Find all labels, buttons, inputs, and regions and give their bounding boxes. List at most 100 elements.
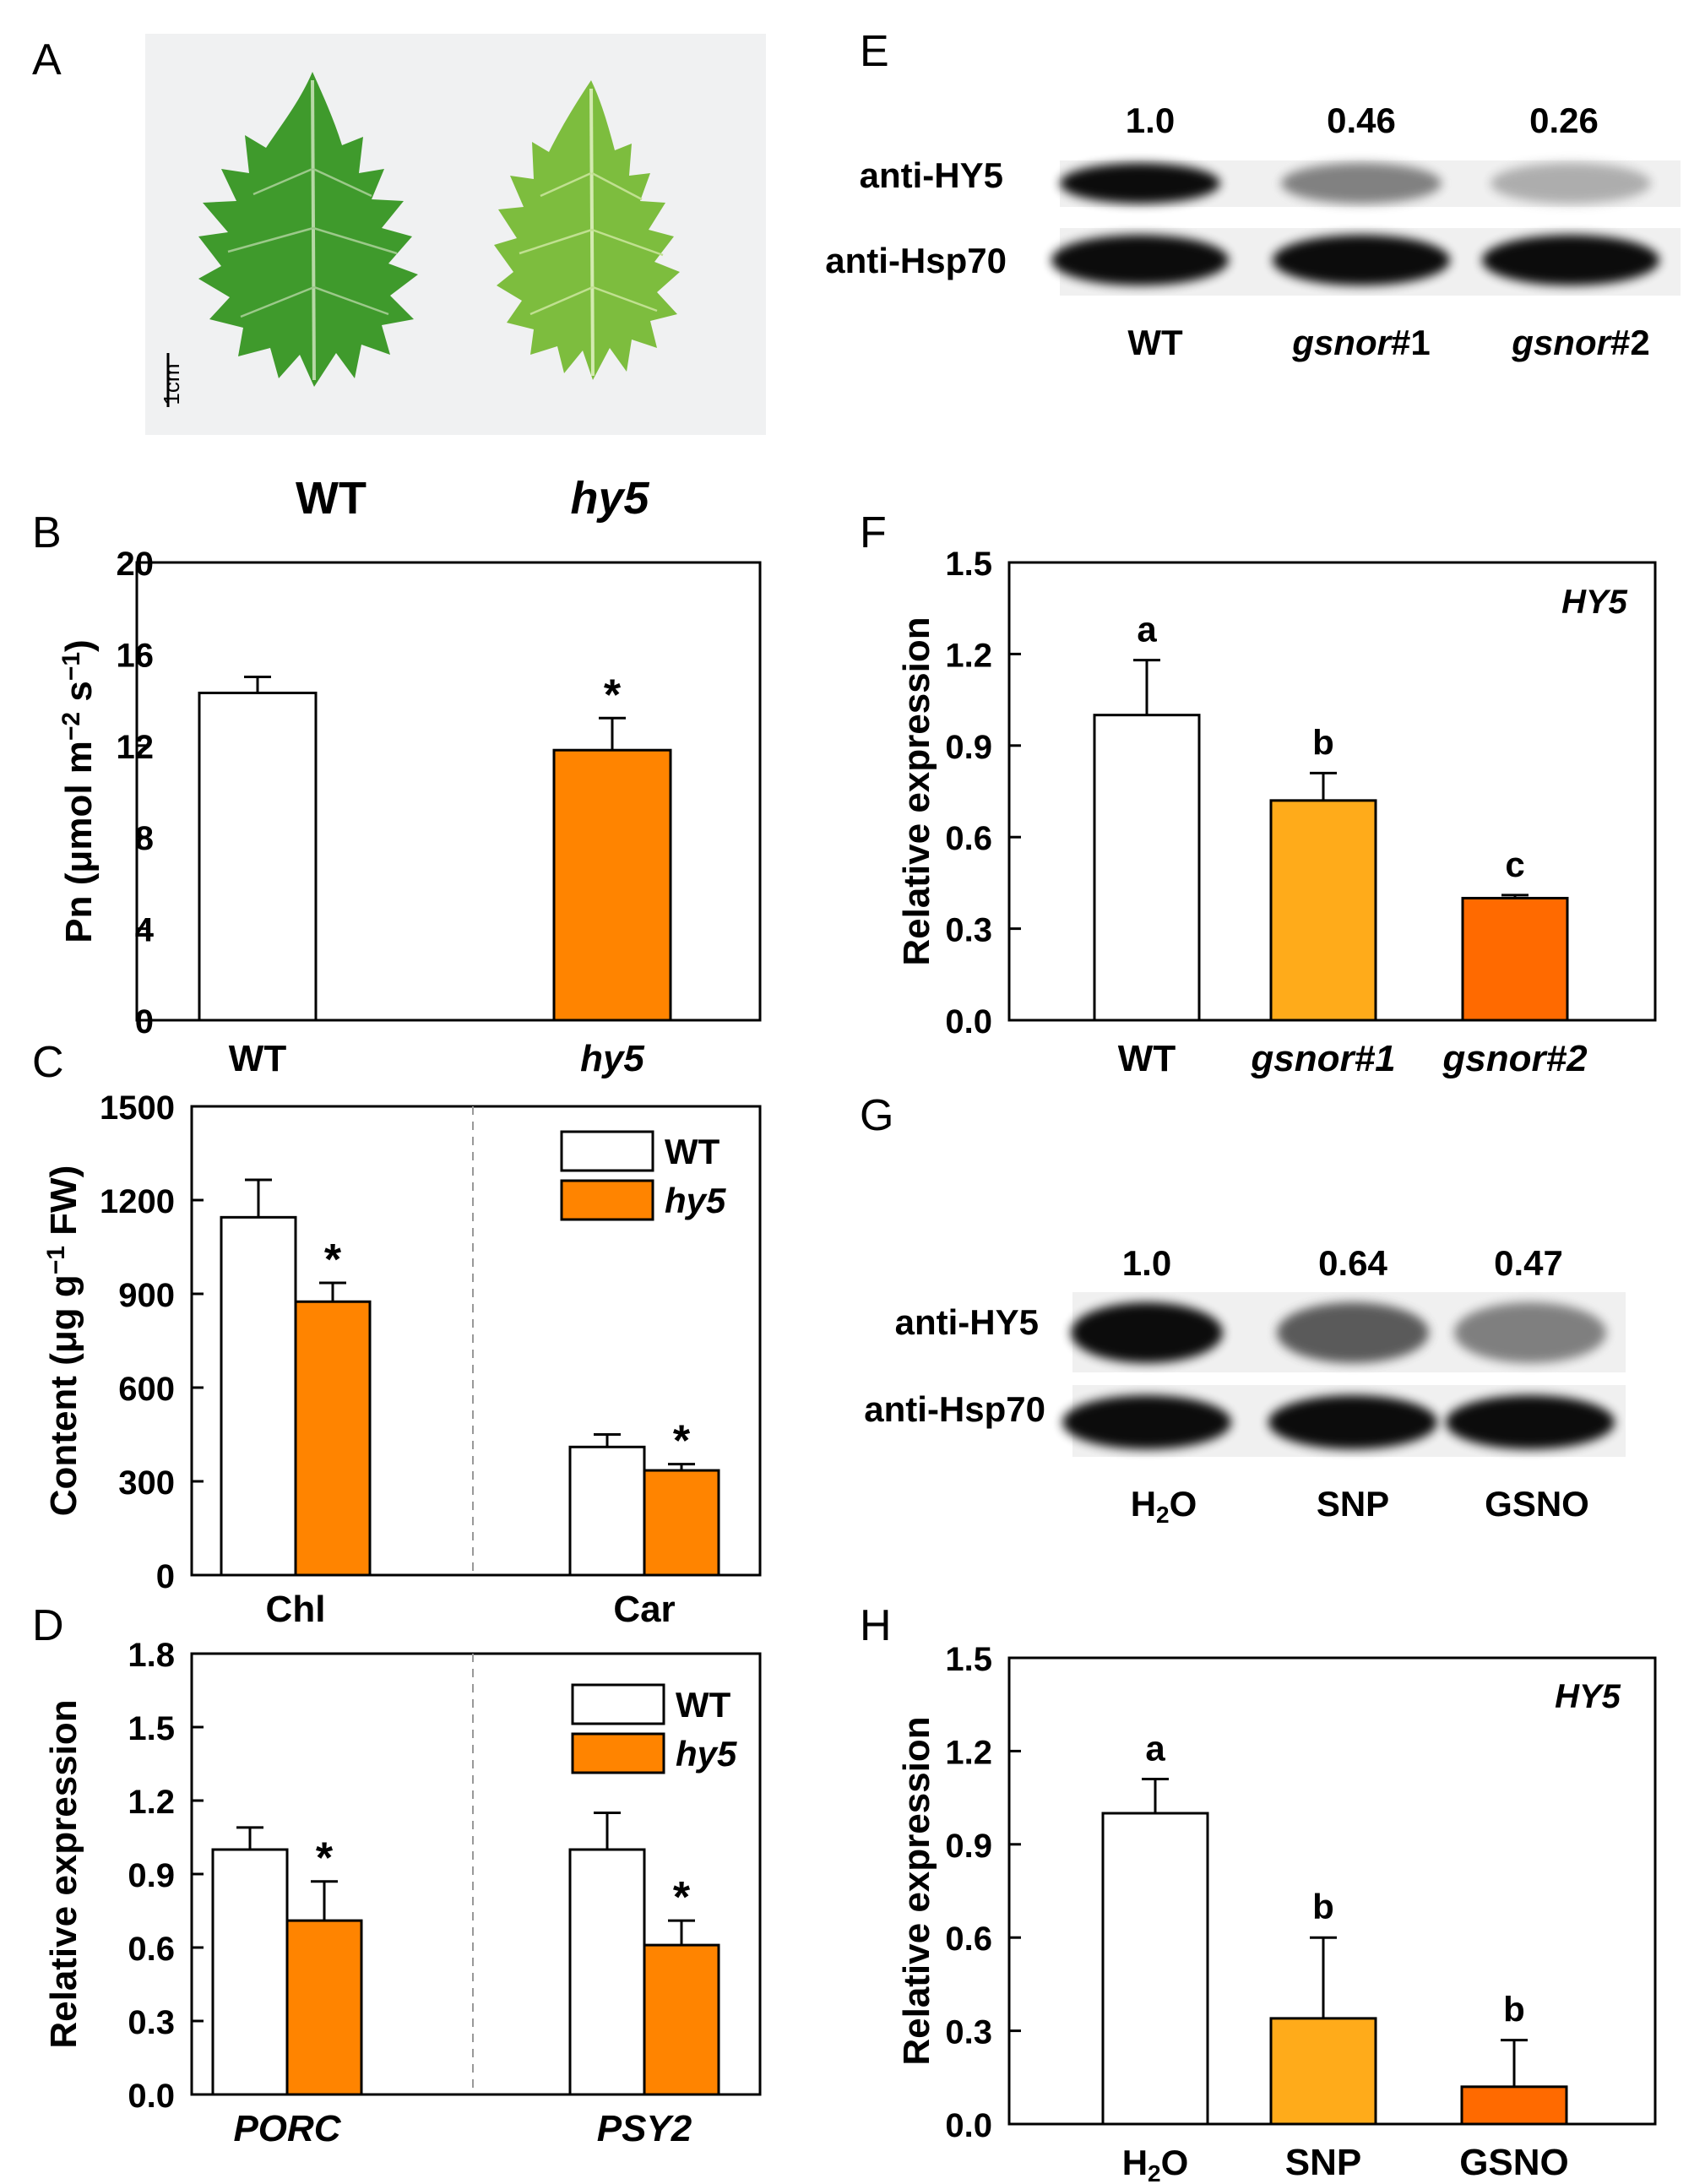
- y-tick-label-d: 0.9: [128, 1857, 175, 1894]
- blot-g-hsp70-band: [1062, 1395, 1231, 1449]
- panel-label-d: D: [32, 1601, 64, 1650]
- blot-e-quant-2: 0.46: [1327, 101, 1396, 140]
- x-tick-label-b: WT: [229, 1038, 287, 1079]
- chart-title-h: HY5: [1555, 1678, 1621, 1715]
- y-tick-label-d: 1.8: [128, 1637, 175, 1674]
- hy5-leaf-image: [494, 80, 680, 380]
- x-tick-label-b: hy5: [580, 1038, 644, 1079]
- x-tick-label-h: GSNO: [1459, 2142, 1569, 2183]
- bar-h-2: [1460, 2085, 1568, 2126]
- blot-e-hy5-band: [1281, 163, 1442, 204]
- legend-swatch-c: [560, 1130, 654, 1172]
- bar-d-0-1: [568, 1848, 646, 2096]
- significance-label-d: *: [316, 1834, 334, 1883]
- y-tick-label-b: 20: [117, 546, 155, 583]
- y-axis-label-h: Relative expression: [896, 1716, 937, 2065]
- blot-g-lane-1: H2O: [1131, 1484, 1197, 1528]
- y-axis-label-d: Relative expression: [43, 1699, 84, 2048]
- blot-g-hy5-band: [1071, 1302, 1223, 1363]
- y-axis-label-c: Content (μg g−1 FW): [42, 1165, 84, 1516]
- significance-label-h: b: [1503, 1990, 1525, 2029]
- bar-d-1-0: [285, 1919, 363, 2096]
- x-tick-label-f: gsnor#2: [1442, 1038, 1588, 1079]
- bar-f-1: [1269, 799, 1377, 1022]
- significance-label-h: a: [1145, 1729, 1165, 1768]
- chart-h: 0.0 0.3 0.6 0.9 1.2 1.5 Relative expression a H2…: [896, 1641, 1657, 2184]
- blot-g-hy5-band: [1277, 1302, 1429, 1363]
- chart-c: 0 300 600 900 1200 1500 Content (μg g−1 FW) * Ch…: [42, 1089, 762, 1630]
- significance-label-c: *: [324, 1236, 342, 1285]
- chart-d: 0.0 0.3 0.6 0.9 1.2 1.5 1.8 Relative expression…: [43, 1637, 762, 2149]
- y-tick-label-c: 300: [118, 1464, 175, 1502]
- blot-e-bands: [1051, 163, 1659, 285]
- significance-label-d: *: [673, 1873, 691, 1922]
- legend-label-c: WT: [665, 1132, 720, 1171]
- legend-swatch-d: [571, 1732, 665, 1774]
- y-tick-label-f: 0.3: [945, 912, 992, 949]
- panel-label-b: B: [32, 508, 62, 557]
- y-tick-label-d: 0.3: [128, 2004, 175, 2041]
- y-tick-label-f: 0.6: [945, 820, 992, 857]
- significance-label-h: b: [1312, 1887, 1334, 1926]
- blot-e-lane-2: gsnor#1: [1291, 323, 1430, 362]
- blot-g-quant-3: 0.47: [1494, 1243, 1563, 1283]
- legend-swatch-c: [560, 1179, 654, 1221]
- blot-e-row-hsp70: anti-Hsp70: [825, 241, 1007, 280]
- panel-label-c: C: [32, 1038, 64, 1087]
- y-tick-label-h: 0.6: [945, 1921, 992, 1958]
- x-tick-label-c: Chl: [266, 1589, 326, 1630]
- blot-g-lane-2: SNP: [1317, 1484, 1389, 1524]
- panel-label-g: G: [860, 1091, 893, 1140]
- blot-e-lane-1: WT: [1127, 323, 1183, 362]
- legend-label-c: hy5: [665, 1181, 726, 1220]
- scale-bar-label: 1cm: [159, 363, 184, 405]
- panel-label-h: H: [860, 1601, 892, 1650]
- y-tick-label-c: 1500: [100, 1089, 175, 1127]
- y-tick-label-f: 0.9: [945, 729, 992, 766]
- bar-c-0-1: [568, 1445, 646, 1577]
- x-tick-label-h: H2O: [1122, 2143, 1189, 2184]
- blot-g-hsp70-band: [1446, 1395, 1615, 1449]
- y-tick-label-h: 0.0: [945, 2107, 992, 2144]
- y-tick-label-c: 1200: [100, 1183, 175, 1220]
- bar-h-0: [1101, 1812, 1209, 2126]
- blot-g-quant-2: 0.64: [1318, 1243, 1387, 1283]
- significance-label-f: a: [1137, 610, 1157, 649]
- x-tick-label-c: Car: [613, 1589, 675, 1630]
- bar-f-2: [1461, 896, 1569, 1022]
- legend-swatch-d: [571, 1683, 665, 1725]
- y-tick-label-d: 0.0: [128, 2078, 175, 2115]
- plot-frame-c: [190, 1105, 762, 1577]
- significance-label-b: *: [604, 671, 622, 720]
- y-tick-label-h: 0.3: [945, 2014, 992, 2051]
- y-tick-label-f: 0.0: [945, 1003, 992, 1040]
- y-tick-label-d: 0.6: [128, 1931, 175, 1968]
- x-tick-label-f: WT: [1118, 1038, 1176, 1079]
- panel-e: 1.0 0.46 0.26 anti-HY5 anti-Hsp70 WT gsn…: [825, 101, 1681, 362]
- blot-e-hsp70-band: [1051, 235, 1229, 285]
- bar-c-1-1: [643, 1469, 720, 1577]
- x-tick-label-f: gsnor#1: [1250, 1038, 1395, 1079]
- blot-g-hsp70-band: [1268, 1395, 1437, 1449]
- y-tick-label-c: 0: [156, 1558, 175, 1595]
- significance-label-c: *: [673, 1417, 691, 1466]
- significance-label-f: b: [1312, 722, 1334, 762]
- blot-e-row-hy5: anti-HY5: [860, 155, 1003, 195]
- panel-a: 1cm WT hy5: [145, 34, 766, 524]
- y-tick-label-h: 1.2: [945, 1734, 992, 1771]
- y-tick-label-d: 1.5: [128, 1710, 175, 1747]
- y-tick-label-b: 12: [117, 729, 155, 766]
- bar-h-1: [1269, 2017, 1377, 2126]
- panel-label-f: F: [860, 508, 887, 557]
- blot-g-row-hsp70: anti-Hsp70: [864, 1389, 1045, 1429]
- panel-g: 1.0 0.64 0.47 anti-HY5 anti-Hsp70 H2O SN…: [864, 1243, 1626, 1528]
- y-tick-label-h: 0.9: [945, 1828, 992, 1865]
- blot-e-lane-3: gsnor#2: [1511, 323, 1649, 362]
- blot-g-row-hy5: anti-HY5: [895, 1302, 1039, 1342]
- y-tick-label-c: 900: [118, 1277, 175, 1314]
- leaf-label-wt: WT: [296, 473, 367, 524]
- bar-d-0-0: [211, 1848, 289, 2096]
- plot-frame-b: [135, 561, 762, 1022]
